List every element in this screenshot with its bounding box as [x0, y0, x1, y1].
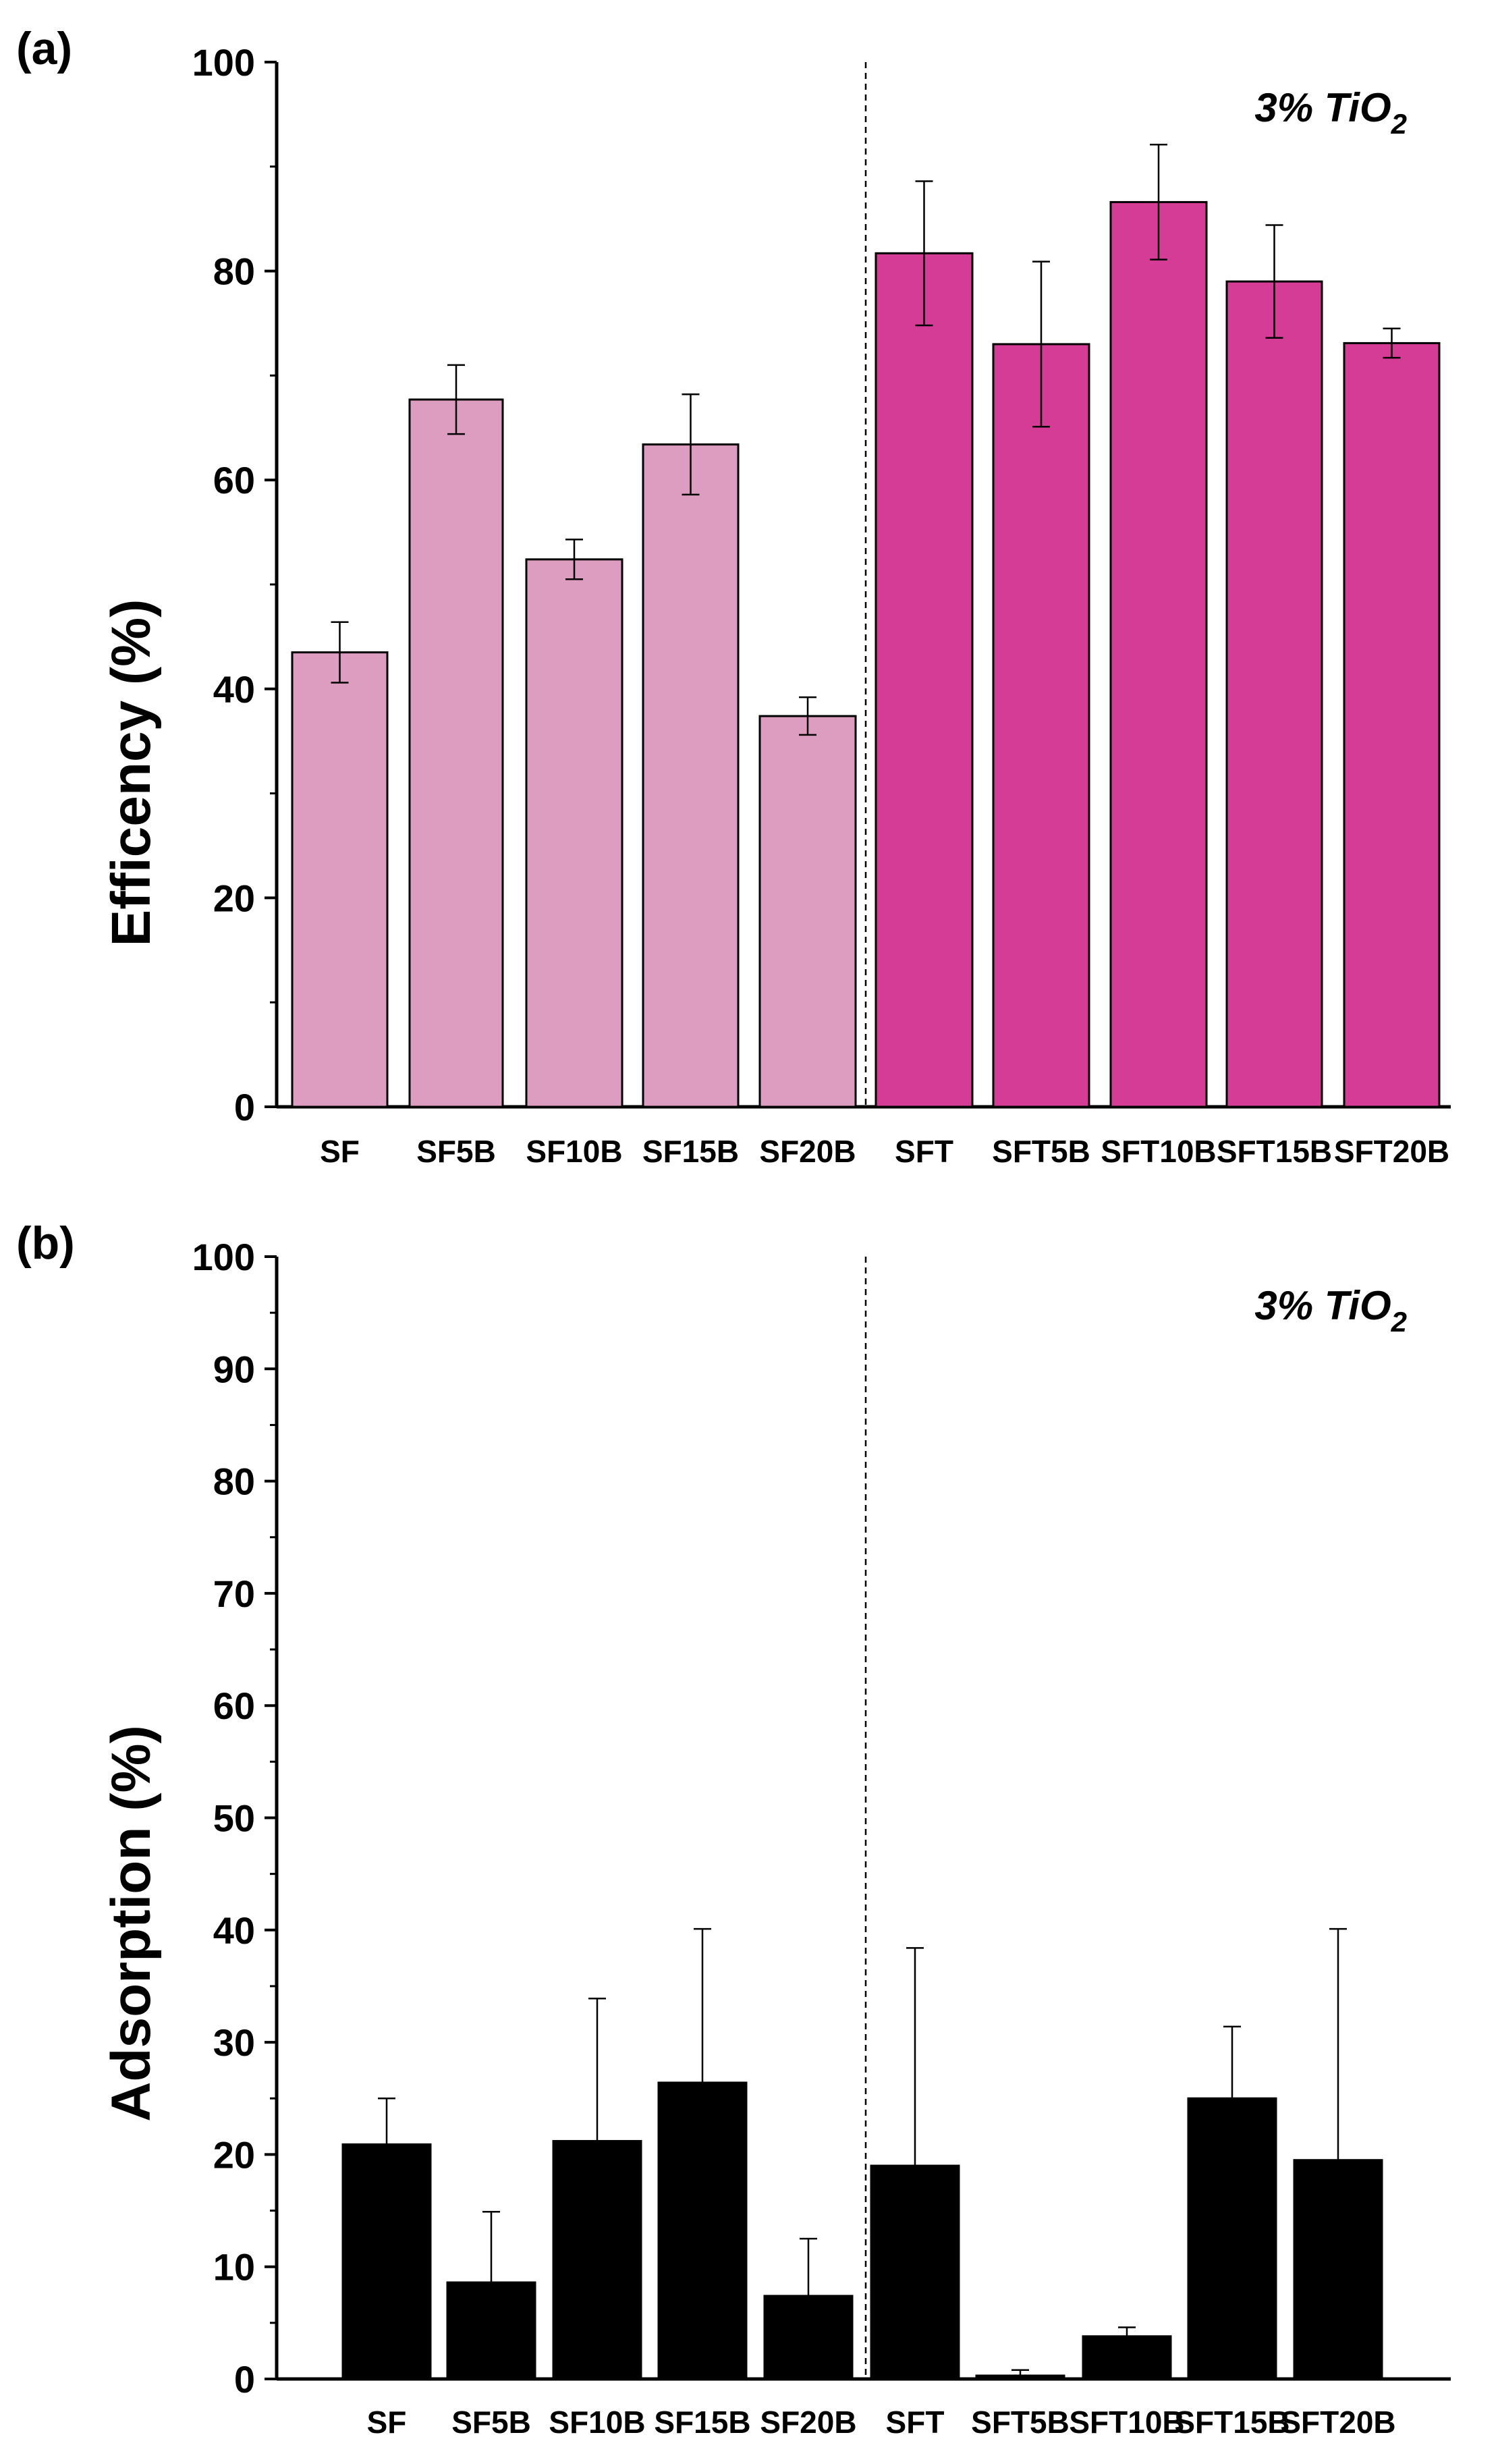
x-tick-label: SFT10B	[1069, 2405, 1184, 2440]
y-tick-label: 60	[213, 459, 255, 501]
x-tick-label: SF20B	[759, 1134, 856, 1169]
bar	[1187, 2097, 1277, 2380]
x-tick-label: SFT5B	[992, 1134, 1090, 1169]
bar	[1082, 2335, 1172, 2380]
bar	[1293, 2159, 1383, 2380]
x-tick-label: SFT15B	[1217, 1134, 1332, 1169]
bar	[1343, 341, 1441, 1108]
x-tick-label: SF5B	[416, 1134, 496, 1169]
bar	[341, 2143, 432, 2380]
plot-area: 0 20 40 60 80 100 SF SF5B SF10B SF15B SF20B SFT SFT5…	[192, 41, 1451, 1169]
x-tick-label: SFT20B	[1334, 1134, 1449, 1169]
x-tick-label: SFT	[895, 1134, 953, 1169]
x-tick-label: SF15B	[654, 2405, 750, 2440]
y-tick-label: 100	[192, 1236, 255, 1278]
annotation-label: 3% TiO2	[1254, 85, 1407, 140]
y-tick-label: 30	[213, 2021, 255, 2064]
y-tick-label: 100	[192, 41, 255, 84]
bar	[763, 2295, 854, 2380]
panel-label: (a)	[16, 23, 72, 74]
bar	[975, 2374, 1065, 2380]
bar	[408, 398, 504, 1108]
bar	[525, 558, 623, 1108]
panel-label: (b)	[16, 1217, 75, 1269]
x-tick-label: SFT15B	[1174, 2405, 1289, 2440]
bar	[642, 443, 740, 1108]
bar	[291, 651, 389, 1108]
annotation-label: 3% TiO2	[1254, 1283, 1407, 1338]
bar	[657, 2081, 748, 2380]
bar	[1225, 280, 1323, 1108]
y-tick-label: 40	[213, 668, 255, 711]
y-tick-label: 0	[234, 2358, 255, 2401]
y-axis-title: Adsorption (%)	[101, 1725, 162, 2122]
y-axis-title: Efficency (%)	[101, 599, 162, 947]
chart-panel-a: (a) Efficency (%) 3% TiO2 0 20 40 60 80 100 SF…	[16, 23, 1451, 1169]
y-tick-label: 20	[213, 877, 255, 919]
y-tick-label: 60	[213, 1685, 255, 1727]
bar	[870, 2164, 960, 2380]
bar	[1109, 200, 1208, 1108]
bar	[758, 715, 857, 1108]
x-tick-label: SF20B	[760, 2405, 856, 2440]
y-tick-label: 80	[213, 250, 255, 293]
x-tick-label: SF10B	[549, 2405, 645, 2440]
x-tick-label: SF10B	[526, 1134, 622, 1169]
x-tick-label: SFT5B	[971, 2405, 1070, 2440]
y-tick-label: 20	[213, 2133, 255, 2176]
x-tick-label: SF	[367, 2405, 407, 2440]
x-tick-label: SF	[320, 1134, 360, 1169]
x-tick-label: SFT	[886, 2405, 945, 2440]
y-tick-label: 50	[213, 1797, 255, 1840]
bar	[552, 2139, 642, 2380]
bar	[446, 2281, 536, 2380]
bar	[992, 343, 1090, 1108]
chart-panel-b: (b) Adsorption (%) 3% TiO2 0 10 20 30 40 50 60…	[16, 1217, 1451, 2440]
y-tick-label: 0	[234, 1086, 255, 1128]
y-tick-label: 90	[213, 1348, 255, 1390]
bar	[875, 252, 974, 1108]
y-tick-label: 70	[213, 1572, 255, 1615]
x-tick-label: SF5B	[451, 2405, 531, 2440]
x-tick-label: SFT10B	[1101, 1134, 1216, 1169]
x-tick-label: SFT20B	[1280, 2405, 1395, 2440]
y-tick-label: 80	[213, 1460, 255, 1503]
plot-area: 0 10 20 30 40 50 60 70 80 90 100 SF SF5B SF10B SF15B SF…	[192, 1236, 1451, 2440]
y-tick-label: 10	[213, 2246, 255, 2289]
y-tick-label: 40	[213, 1909, 255, 1952]
x-tick-label: SF15B	[642, 1134, 739, 1169]
